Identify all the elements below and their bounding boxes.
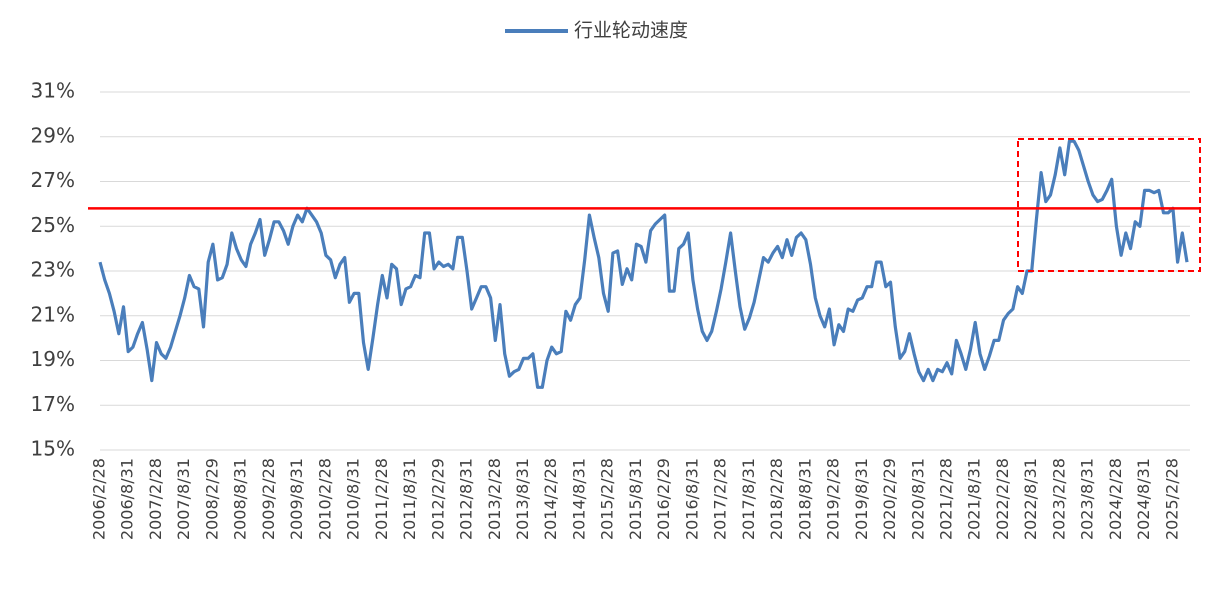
- x-tick-label: 2019/2/28: [824, 458, 843, 540]
- x-tick-label: 2010/2/28: [315, 458, 334, 540]
- x-tick-label: 2007/8/31: [174, 458, 193, 540]
- y-tick-label: 23%: [31, 258, 75, 282]
- legend-label: 行业轮动速度: [574, 20, 688, 42]
- x-tick-label: 2012/8/31: [457, 458, 476, 540]
- y-tick-label: 17%: [31, 392, 75, 416]
- x-tick-label: 2009/8/31: [287, 458, 306, 540]
- y-tick-label: 29%: [31, 123, 75, 147]
- x-tick-label: 2018/2/28: [767, 458, 786, 540]
- x-tick-label: 2008/2/29: [202, 458, 221, 540]
- x-tick-label: 2016/8/31: [682, 458, 701, 540]
- x-tick-label: 2022/2/28: [993, 458, 1012, 540]
- x-tick-label: 2017/8/31: [739, 458, 758, 540]
- y-tick-label: 19%: [31, 347, 75, 371]
- x-tick-label: 2018/8/31: [795, 458, 814, 540]
- x-tick-label: 2015/2/28: [598, 458, 617, 540]
- x-tick-label: 2022/8/31: [1021, 458, 1040, 540]
- x-tick-label: 2011/8/31: [400, 458, 419, 540]
- x-tick-label: 2025/2/28: [1162, 458, 1181, 540]
- x-tick-label: 2012/2/29: [428, 458, 447, 540]
- y-tick-label: 15%: [31, 437, 75, 461]
- x-tick-label: 2013/2/28: [485, 458, 504, 540]
- x-tick-label: 2008/8/31: [231, 458, 250, 540]
- x-tick-label: 2010/8/31: [344, 458, 363, 540]
- x-tick-label: 2023/8/31: [1078, 458, 1097, 540]
- x-tick-label: 2019/8/31: [852, 458, 871, 540]
- data-line: [98, 139, 1189, 389]
- y-tick-label: 25%: [31, 213, 75, 237]
- x-tick-label: 2024/8/31: [1134, 458, 1153, 540]
- y-tick-label: 21%: [31, 302, 75, 326]
- x-tick-label: 2016/2/29: [654, 458, 673, 540]
- x-tick-label: 2013/8/31: [513, 458, 532, 540]
- x-tick-label: 2024/2/28: [1106, 458, 1125, 540]
- x-tick-label: 2006/8/31: [118, 458, 137, 540]
- y-tick-label: 31%: [31, 79, 75, 103]
- x-tick-label: 2011/2/28: [372, 458, 391, 540]
- x-tick-label: 2006/2/28: [90, 458, 109, 540]
- x-tick-label: 2014/8/31: [569, 458, 588, 540]
- x-tick-label: 2017/2/28: [711, 458, 730, 540]
- y-tick-label: 27%: [31, 168, 75, 192]
- x-tick-label: 2020/2/29: [880, 458, 899, 540]
- x-tick-label: 2020/8/31: [908, 458, 927, 540]
- x-tick-label: 2007/2/28: [146, 458, 165, 540]
- x-tick-label: 2021/2/28: [937, 458, 956, 540]
- x-tick-label: 2023/2/28: [1049, 458, 1068, 540]
- x-tick-label: 2009/2/28: [259, 458, 278, 540]
- x-tick-label: 2021/8/31: [965, 458, 984, 540]
- x-tick-label: 2015/8/31: [626, 458, 645, 540]
- highlight-box: [1017, 137, 1201, 272]
- x-tick-label: 2014/2/28: [541, 458, 560, 540]
